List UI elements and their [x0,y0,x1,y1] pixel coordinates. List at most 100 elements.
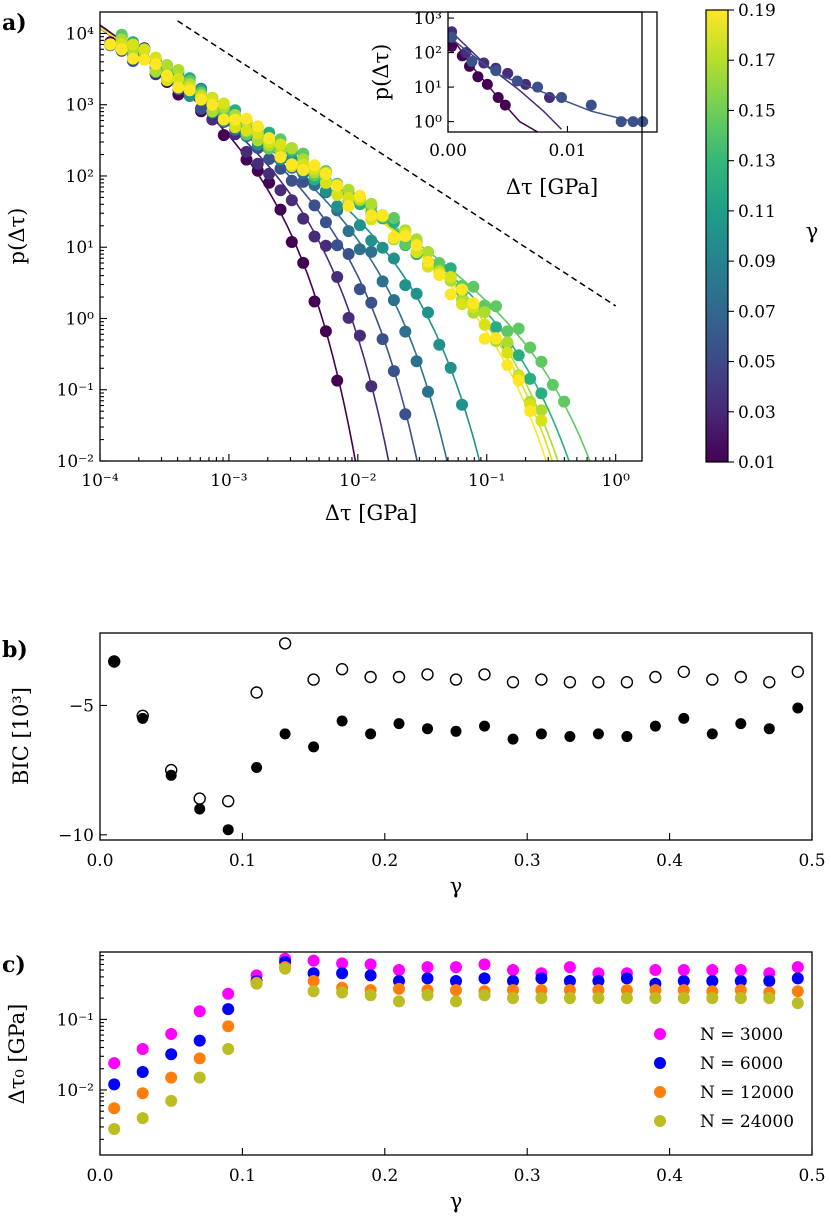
data-point-gamma-0.19 [115,43,128,56]
dtau0-point-N6000 [364,969,377,982]
inset-point-gamma-0.05 [615,116,627,128]
colorbar-tick-label: 0.17 [738,51,776,71]
data-point-gamma-0.19 [138,53,151,66]
dtau0-point-N3000 [222,987,235,1000]
data-point-gamma-0.03 [308,230,321,243]
dtau0-point-N3000 [136,1043,149,1055]
inset-point-gamma-0.05 [511,75,523,87]
bic-filled-point [393,718,405,730]
colorbar-tick-label: 0.03 [738,403,776,423]
data-point-gamma-0.17 [172,72,185,85]
bic-filled-point [479,720,490,732]
dtau0-point-N24000 [649,992,662,1005]
dtau0-point-N6000 [620,972,633,985]
dtau0-point-N12000 [791,985,804,998]
data-point-gamma-0.19 [512,374,525,387]
inset-point-gamma-0.05 [627,116,639,128]
dtau0-point-N3000 [734,964,747,976]
dtau0-point-N3000 [364,958,377,971]
dtau0-point-N3000 [507,964,519,976]
bic-open-point [421,668,434,681]
data-point-gamma-0.13 [546,378,559,391]
dtau0-point-N24000 [478,989,491,1002]
dtau0-point-N24000 [592,992,605,1005]
data-point-gamma-0.15 [365,197,378,210]
dtau0-point-N6000 [336,967,349,980]
panel-b-x-tick-label: 0.4 [656,851,683,871]
dtau0-point-N6000 [734,975,747,987]
panel-c-x-tick-label: 0.1 [229,1166,256,1186]
bic-filled-point [365,728,377,740]
data-point-gamma-0.05 [342,248,355,260]
dtau0-point-N6000 [222,1003,235,1016]
data-point-gamma-0.19 [478,332,491,345]
dtau0-point-N3000 [791,961,804,974]
dtau0-point-N24000 [763,992,776,1005]
data-point-gamma-0.19 [240,112,253,125]
panel-a-y-tick-label: 10² [66,167,94,187]
data-point-gamma-0.19 [490,332,502,345]
data-point-gamma-0.05 [319,216,332,229]
data-point-gamma-0.11 [535,387,548,400]
data-point-gamma-0.03 [240,145,253,158]
inset-point-gamma-0.01 [499,99,511,111]
dtau0-point-N24000 [563,992,576,1005]
bic-filled-point [706,728,718,740]
bic-open-point [535,673,548,686]
dtau0-point-N24000 [336,986,349,999]
data-point-gamma-0.17 [478,318,491,331]
bic-filled-point [165,769,177,781]
inset-point-gamma-0.01 [472,71,484,83]
data-point-gamma-0.19 [376,209,389,222]
inset-point-gamma-0.05 [556,92,567,103]
panel-b-x-tick-label: 0.0 [86,851,113,871]
dtau0-point-N6000 [763,975,776,987]
panel-a-frame [99,11,643,462]
dtau0-point-N3000 [478,958,491,971]
data-point-gamma-0.03 [251,157,264,170]
data-point-gamma-0.07 [410,355,423,368]
dtau0-point-N24000 [307,985,320,998]
dtau0-point-N6000 [108,1078,121,1091]
data-point-gamma-0.03 [263,167,276,180]
panel-a-x-tick-label: 10⁰ [601,471,630,491]
panel-b-x-tick-label: 0.3 [514,851,541,871]
bic-filled-point [422,723,433,735]
data-point-gamma-0.15 [478,306,491,319]
panel-c-x-tick-label: 0.4 [656,1166,683,1186]
data-point-gamma-0.09 [444,361,457,374]
bic-filled-point [592,728,604,740]
panel-a-y-tick-label: 10⁴ [66,24,95,44]
data-point-gamma-0.05 [331,239,344,252]
dtau0-point-N3000 [563,961,576,974]
dtau0-point-N12000 [222,1020,235,1033]
data-point-gamma-0.07 [342,225,355,238]
panel-c-x-tick-label: 0.2 [371,1166,398,1186]
colorbar-tick-label: 0.09 [738,252,776,272]
bic-filled-point [308,741,320,753]
inset-point-gamma-0.03 [544,92,555,103]
data-point-gamma-0.19 [399,230,412,242]
panel-b-y-axis-label: BIC [10³] [9,687,33,785]
data-point-gamma-0.15 [501,336,514,349]
data-point-gamma-0.07 [365,245,378,258]
dtau0-point-N24000 [193,1071,206,1084]
data-point-gamma-0.17 [444,271,457,284]
data-point-gamma-0.19 [285,158,298,171]
legend-marker [654,1028,666,1040]
data-point-gamma-0.17 [342,191,355,204]
data-point-gamma-0.03 [353,329,366,342]
legend-label: N = 3000 [700,1025,783,1045]
colorbar-tick-label: 0.11 [738,202,776,222]
inset-point-gamma-0.03 [502,67,514,79]
panel-c-y-tick-label: 10⁻¹ [57,1010,94,1030]
data-point-gamma-0.03 [331,271,344,283]
data-point-gamma-0.05 [297,175,310,188]
data-point-gamma-0.11 [512,349,525,362]
data-point-gamma-0.19 [149,58,162,71]
colorbar-tick-label: 0.15 [738,101,776,121]
bic-open-point [649,670,662,684]
data-point-gamma-0.19 [297,164,310,176]
data-point-gamma-0.01 [285,236,298,248]
panel-b-label: b) [2,637,28,663]
